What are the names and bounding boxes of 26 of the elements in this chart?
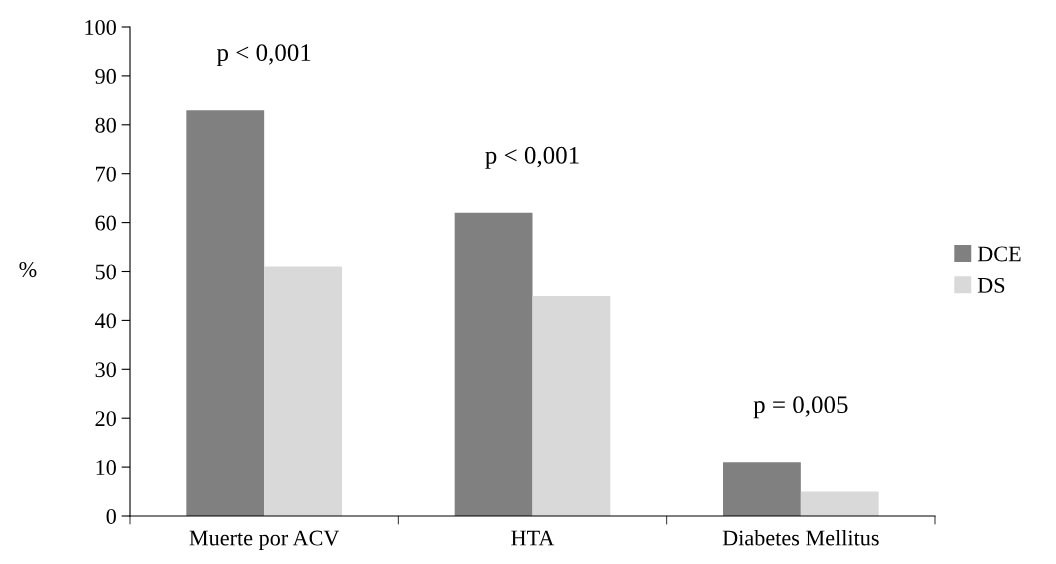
y-tick-label: 60 (95, 215, 116, 231)
bar (723, 462, 801, 516)
legend-label: DS (977, 277, 1005, 293)
y-tick-label: 20 (95, 411, 116, 427)
y-tick-label: 40 (95, 313, 116, 329)
x-tick-label: HTA (511, 530, 555, 546)
bar (186, 110, 265, 516)
y-tick-label: 30 (95, 362, 116, 378)
bar (264, 266, 342, 516)
bar (532, 295, 611, 516)
y-tick-label: 100 (85, 19, 116, 35)
annotation: p = 0,005 (753, 396, 848, 419)
y-tick-label: 70 (96, 166, 116, 182)
legend-label: DCE (977, 246, 1021, 262)
y-tick-label: 80 (95, 117, 116, 133)
y-tick-label: 50 (95, 264, 116, 280)
y-tick-label: 0 (106, 508, 116, 524)
bar (800, 491, 879, 516)
bar (454, 212, 533, 516)
y-tick-label: 90 (95, 68, 116, 84)
annotation: p < 0,001 (216, 44, 311, 67)
y-axis-title: % (19, 262, 37, 278)
annotation: p < 0,001 (485, 146, 579, 169)
x-tick-label: Diabetes Mellitus (722, 529, 879, 546)
y-tick-label: 10 (96, 460, 116, 476)
x-tick-label: Muerte por ACV (189, 530, 340, 551)
